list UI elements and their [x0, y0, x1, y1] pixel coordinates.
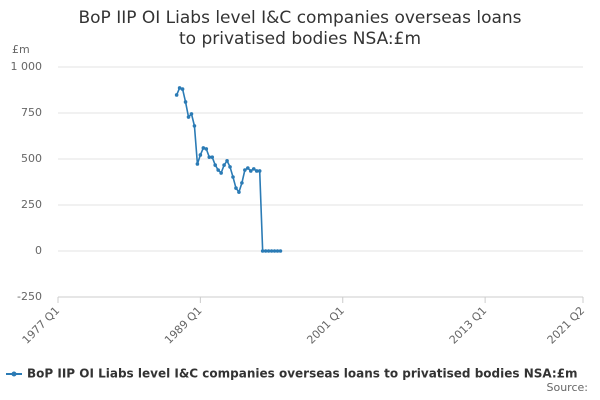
y-tick-label: -250	[17, 290, 42, 303]
point	[231, 175, 235, 179]
point	[260, 249, 265, 253]
point	[198, 153, 203, 157]
point	[192, 124, 197, 128]
legend-label: BoP IIP OI Liabs level I&C companies ove…	[27, 367, 578, 381]
point	[195, 162, 200, 166]
point	[207, 155, 212, 159]
point	[263, 249, 268, 253]
point	[251, 167, 256, 171]
point	[246, 166, 250, 170]
y-tick-label: 1 000	[11, 60, 43, 73]
point	[240, 181, 244, 185]
point	[177, 86, 182, 90]
point	[266, 249, 271, 253]
point	[272, 249, 277, 253]
point	[219, 171, 223, 175]
chart-title: BoP IIP OI Liabs level I&C companies ove…	[78, 8, 521, 49]
point	[216, 168, 220, 172]
point	[234, 186, 238, 190]
x-tick-label: 1989 Q1	[162, 304, 205, 347]
point	[225, 159, 229, 163]
point	[183, 100, 188, 104]
point	[210, 155, 215, 159]
point	[269, 249, 274, 253]
point	[222, 163, 226, 167]
y-tick-label: 500	[21, 152, 42, 165]
point	[189, 112, 194, 116]
y-tick-label: 250	[21, 198, 42, 211]
x-tick-label: 2001 Q1	[304, 304, 347, 347]
point	[278, 249, 283, 253]
point	[228, 165, 232, 169]
point	[201, 146, 206, 150]
x-tick-label: 2013 Q1	[447, 304, 490, 347]
y-tick-label: 750	[21, 106, 42, 119]
point	[257, 169, 262, 173]
point	[254, 169, 259, 173]
legend-marker	[11, 371, 17, 377]
point	[237, 190, 241, 194]
point	[186, 115, 191, 119]
x-tick-label: 1977 Q1	[20, 304, 63, 347]
y-unit: £m	[12, 43, 30, 56]
point	[213, 163, 218, 167]
point	[180, 87, 185, 91]
point	[174, 93, 179, 97]
x-tick-label: 2021 Q2	[545, 304, 588, 347]
point	[204, 147, 209, 151]
point	[248, 169, 253, 173]
source: Source:	[547, 381, 589, 394]
point	[243, 168, 247, 172]
point	[275, 249, 280, 253]
y-tick-label: 0	[35, 244, 42, 257]
